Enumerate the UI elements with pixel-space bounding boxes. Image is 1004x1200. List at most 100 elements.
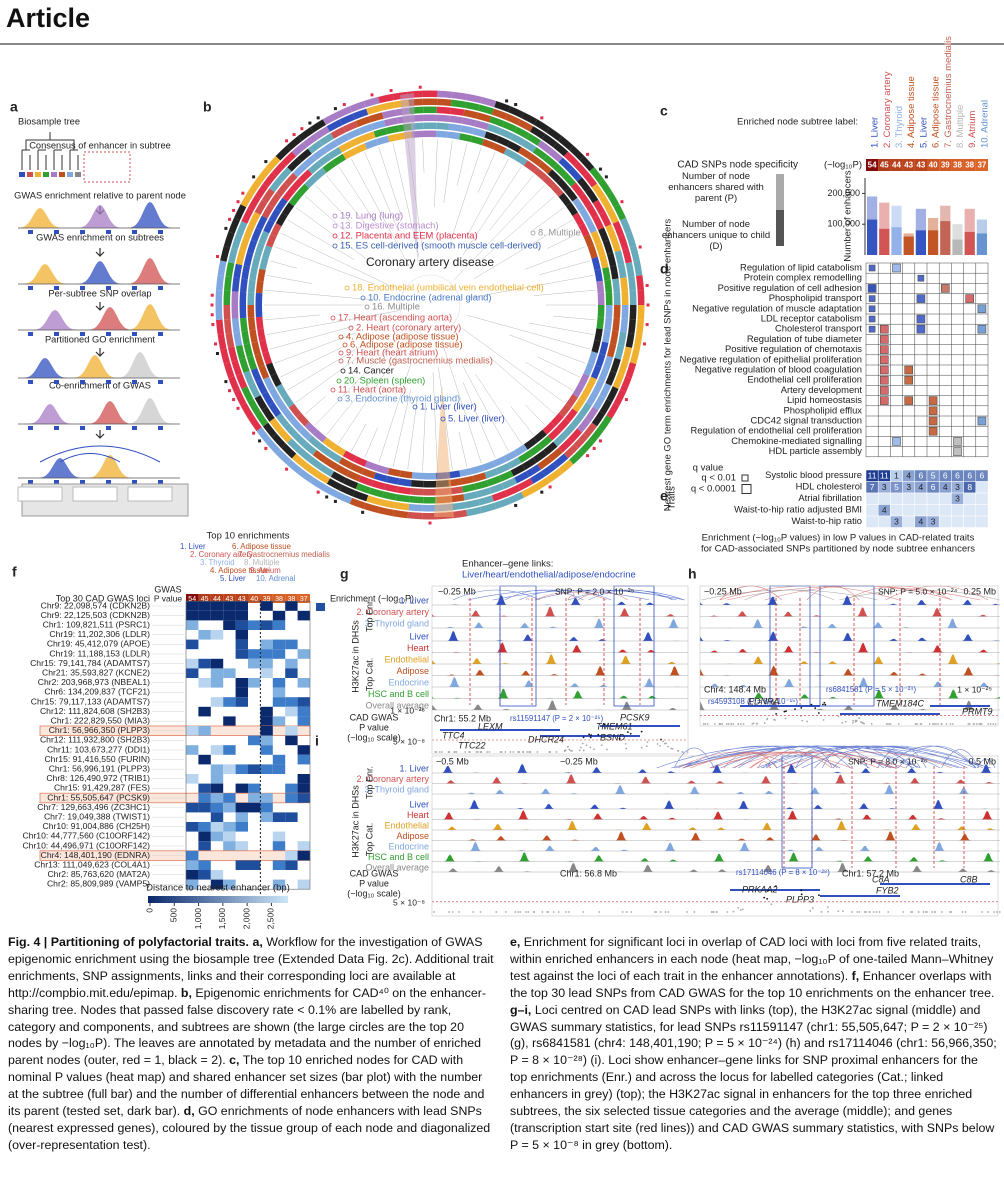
leaf-ring (247, 279, 256, 293)
gwas-point (809, 910, 812, 912)
outer-mark (586, 454, 590, 458)
tree-edge (392, 389, 411, 467)
leaf-ring (578, 193, 592, 208)
leaf-ring (633, 333, 643, 350)
tree-edge (473, 219, 573, 279)
locus-label: Chr7: 19,049,388 (TWIST1) (44, 811, 150, 821)
overlap-cell (297, 697, 310, 707)
tree-edge (378, 147, 402, 216)
page-title: Article (6, 3, 90, 33)
tree-edge (441, 341, 482, 463)
tree-edge (351, 423, 367, 452)
gwas-point (475, 751, 478, 753)
leaf-ring (231, 291, 239, 305)
overlap-cell (248, 620, 261, 630)
outer-mark (316, 116, 320, 120)
outer-mark (333, 107, 337, 111)
gwas-point (541, 911, 544, 913)
leaf-ring (249, 267, 258, 281)
leaf-ring (297, 468, 314, 483)
snp-tick (28, 332, 33, 336)
overlap-cell (223, 793, 236, 803)
leaf-ring (562, 423, 576, 438)
trait-cell (902, 515, 916, 528)
tree-edge (467, 315, 591, 350)
signal-track (432, 676, 688, 687)
leaf-ring (620, 217, 632, 234)
gwas-point (499, 751, 502, 753)
scale-label: SNP: P = 2.0 × 10⁻²⁵ (555, 586, 634, 596)
leaf-ring (314, 470, 330, 484)
overlap-cell (235, 610, 248, 621)
gwas-point (568, 748, 571, 751)
leaf-ring (423, 480, 437, 488)
leaf-ring (565, 394, 578, 408)
gwas-point (468, 751, 471, 753)
overlap-cell (210, 745, 224, 755)
overlap-cell (186, 620, 199, 630)
gwas-point (785, 710, 787, 713)
gwas-point (659, 911, 662, 913)
gwas-point (486, 751, 489, 753)
y-tick-label: 100,000 (827, 219, 860, 229)
overlap-cell (223, 831, 236, 842)
leaf-ring (586, 204, 599, 219)
overlap-cell (297, 879, 310, 890)
gwas-point (514, 911, 517, 913)
snp-tick (54, 380, 59, 384)
axis-title: P value (359, 878, 389, 888)
leaf-ring (585, 406, 599, 422)
overlap-cell (272, 764, 286, 774)
signal-hump (78, 205, 122, 228)
tree-edge (287, 342, 367, 391)
leaf-ring (361, 131, 376, 142)
leaf-ring (298, 169, 313, 183)
node-label: 5. Liver (liver) (448, 412, 505, 423)
leaf-ring (571, 182, 585, 197)
track-label: HSC and B cell (368, 689, 429, 699)
go-square (953, 447, 962, 456)
leaf-ring (338, 457, 353, 469)
gwas-point (822, 703, 824, 706)
leaf-ring (382, 109, 397, 119)
outer-mark (252, 431, 256, 435)
pvalue-cell (186, 594, 199, 603)
snp-tick (80, 230, 85, 234)
leaf-ring (592, 379, 604, 395)
tree-edge (407, 399, 418, 470)
leaf-ring (463, 109, 478, 119)
gene-label: DHCR24 (528, 734, 564, 744)
trait-label: Atrial fibrillation (798, 492, 862, 503)
locus-label: Chr1: 109,821,511 (PSRC1) (43, 619, 150, 629)
leaf-ring (599, 383, 612, 399)
node-label: 2. Coronary artery (190, 550, 253, 559)
overlap-cell (272, 687, 286, 698)
cell-label: 6 (967, 471, 972, 481)
overlap-cell (285, 783, 298, 794)
gwas-point (645, 745, 648, 748)
locus-label: Chr7: 129,663,496 (ZC3HC1) (37, 802, 150, 812)
leaf-ring (564, 408, 578, 423)
leaf-ring (622, 248, 632, 264)
leaf-ring (583, 234, 594, 248)
leaf-ring (494, 497, 511, 509)
snp-tick (28, 426, 33, 430)
gwas-point (589, 746, 592, 749)
leaf-ring (411, 472, 425, 480)
leaf-ring (481, 460, 496, 471)
leaf-ring (466, 506, 482, 517)
scale-label: −0.5 Mb (436, 756, 469, 766)
overlap-cell (248, 658, 261, 669)
legend-label: Number of node enhancers shared with par… (668, 171, 764, 204)
locus-label: Chr19: 11,202,306 (LDLR) (49, 629, 150, 639)
gwas-point (713, 723, 716, 725)
trait-cell (877, 492, 891, 505)
leaf-ring (266, 362, 277, 376)
overlap-cell (272, 860, 286, 870)
gwas-point (862, 722, 864, 725)
pvalue-cell (890, 159, 903, 171)
leaf-ring (480, 96, 497, 108)
leaf-ring (636, 275, 644, 291)
legend-label: Number of node enhancers unique to child… (661, 219, 771, 252)
gwas-point (910, 911, 912, 913)
